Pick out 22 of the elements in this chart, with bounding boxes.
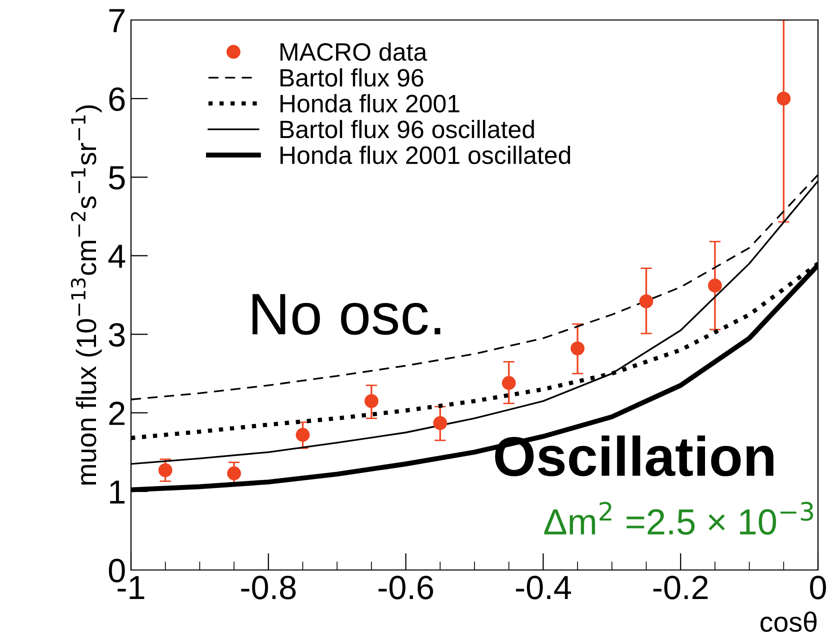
legend-label: Bartol flux 96 — [280, 68, 424, 87]
text: muon flux (10$^{−13}$cm$^{−2}$s$^{−1}$sr$^{−1}$) — [70, 105, 102, 485]
y-tick-label: 2 — [109, 402, 124, 425]
x-axis-title: cosθ — [760, 612, 817, 632]
annotation: Oscillation — [495, 435, 774, 476]
annotation: No osc. — [252, 294, 440, 335]
legend-label: Honda flux 2001 — [280, 94, 460, 112]
y-tick-label: 1 — [110, 480, 125, 504]
legend-label: MACRO data — [280, 42, 428, 61]
legend-label: Honda flux 2001 oscillated — [280, 146, 570, 164]
x-tick-label: 0 — [810, 576, 826, 600]
y-tick-label: 6 — [109, 87, 125, 111]
x-tick-label: -0.8 — [241, 576, 296, 600]
y-tick-label: 3 — [108, 323, 125, 347]
x-tick-label: -0.6 — [378, 576, 434, 600]
x-tick-label: -0.2 — [653, 576, 708, 600]
y-tick-label: 4 — [108, 244, 126, 268]
y-tick-label: 5 — [108, 166, 125, 190]
legend-label: Bartol flux 96 oscillated — [280, 120, 534, 138]
x-tick-label: -0.4 — [516, 576, 571, 600]
y-tick-label: 7 — [109, 9, 124, 32]
annotation: Δm$^{2}$ =2.5 × 10$^{−3}$ — [544, 502, 814, 535]
